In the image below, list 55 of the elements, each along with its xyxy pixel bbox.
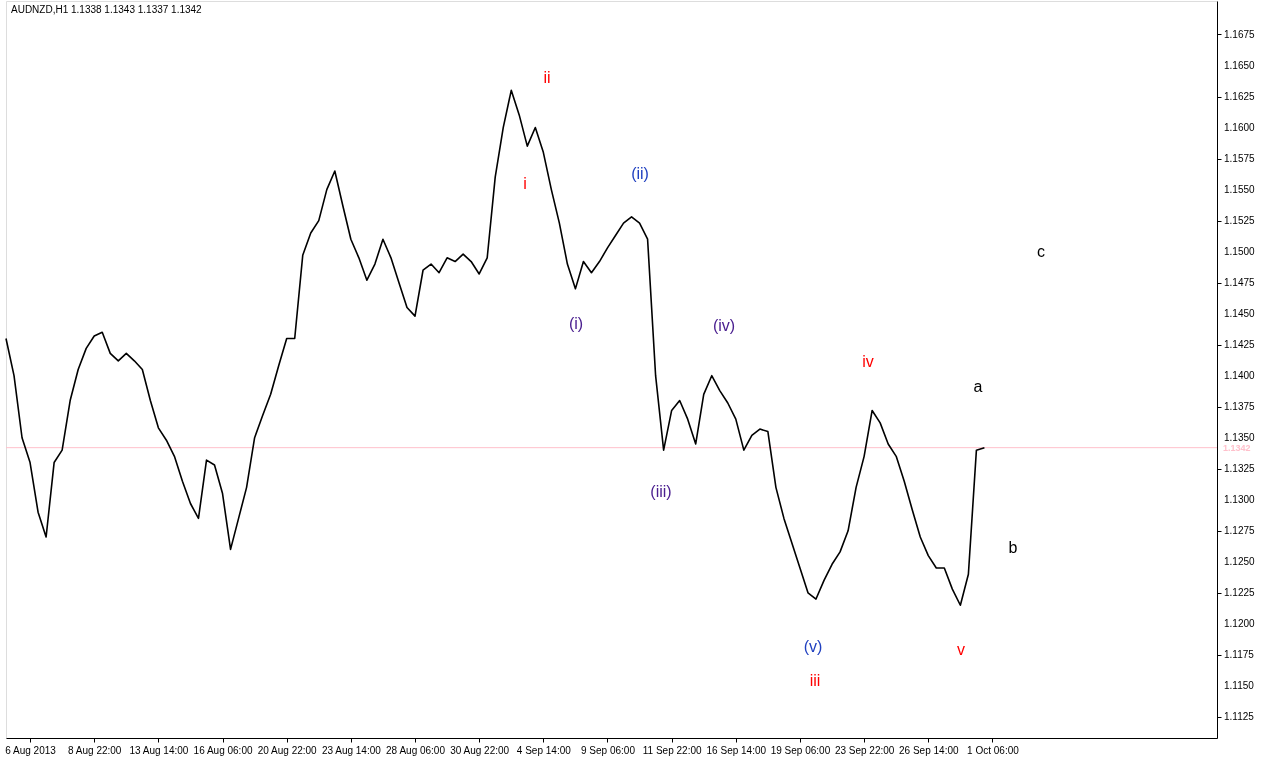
annotation: (ii) <box>631 165 649 182</box>
annotation: v <box>957 641 965 658</box>
annotation: (iii) <box>650 483 672 500</box>
annotation: c <box>1037 243 1045 260</box>
x-tick-label: 4 Sep 14:00 <box>516 744 572 756</box>
y-tick-label: 1.1575 <box>1224 152 1256 164</box>
y-tick-label: 1.1350 <box>1224 431 1256 443</box>
y-tick-label: 1.1200 <box>1224 617 1256 629</box>
y-tick-label: 1.1125 <box>1224 710 1255 722</box>
y-tick-label: 1.1325 <box>1224 462 1256 474</box>
y-tick-label: 1.1175 <box>1224 648 1255 660</box>
annotation: (v) <box>803 638 823 655</box>
y-tick-label: 1.1550 <box>1224 183 1256 195</box>
x-tick-label: 6 Aug 2013 <box>5 744 57 756</box>
y-tick-label: 1.1225 <box>1224 586 1256 598</box>
y-tick-label: 1.1150 <box>1224 679 1255 691</box>
x-tick-label: 11 Sep 22:00 <box>642 744 702 756</box>
x-tick-label: 26 Sep 14:00 <box>899 744 959 756</box>
x-tick-label: 23 Aug 14:00 <box>321 744 382 756</box>
x-tick-label: 16 Aug 06:00 <box>193 744 253 756</box>
x-tick-label: 20 Aug 22:00 <box>257 744 318 756</box>
y-tick-label: 1.1650 <box>1224 59 1256 71</box>
y-tick-label: 1.1625 <box>1224 90 1256 102</box>
x-tick-label: 1 Oct 06:00 <box>967 744 1020 756</box>
y-tick-label: 1.1250 <box>1224 555 1256 567</box>
y-tick-label: 1.1425 <box>1224 338 1256 350</box>
y-tick-label: 1.1275 <box>1224 524 1256 536</box>
x-tick-label: 9 Sep 06:00 <box>581 744 636 756</box>
y-tick-label: 1.1525 <box>1224 214 1256 226</box>
line-series <box>5 89 986 607</box>
annotation: i <box>523 175 527 192</box>
y-tick-label: 1.1300 <box>1224 493 1256 505</box>
y-tick-label: 1.1500 <box>1224 245 1256 257</box>
x-tick-label: 30 Aug 22:00 <box>450 744 510 756</box>
annotation: iv <box>862 353 874 370</box>
x-tick-label: 13 Aug 14:00 <box>129 744 189 756</box>
y-tick-label: 1.1450 <box>1224 307 1256 319</box>
y-tick-label: 1.1475 <box>1224 276 1256 288</box>
y-tick-label: 1.1400 <box>1224 369 1256 381</box>
ref-line-label: 1.1342 <box>1223 442 1251 453</box>
annotation: (i) <box>568 315 584 332</box>
y-tick-label: 1.1600 <box>1224 121 1256 133</box>
chart-title: AUDNZD,H1 1.1338 1.1343 1.1337 1.1342 <box>11 4 203 15</box>
annotation: b <box>1008 539 1018 556</box>
y-tick-label: 1.1675 <box>1224 28 1256 40</box>
x-tick-label: 16 Sep 14:00 <box>706 744 767 756</box>
annotation: iii <box>809 672 821 689</box>
x-tick-label: 19 Sep 06:00 <box>770 744 831 756</box>
annotation: a <box>973 378 983 395</box>
x-tick-label: 28 Aug 06:00 <box>386 744 446 756</box>
x-tick-label: 23 Sep 22:00 <box>834 744 895 756</box>
annotation: (iv) <box>712 317 736 334</box>
annotation: ii <box>543 69 551 86</box>
y-tick-label: 1.1375 <box>1224 400 1256 412</box>
x-tick-label: 8 Aug 22:00 <box>68 744 122 756</box>
